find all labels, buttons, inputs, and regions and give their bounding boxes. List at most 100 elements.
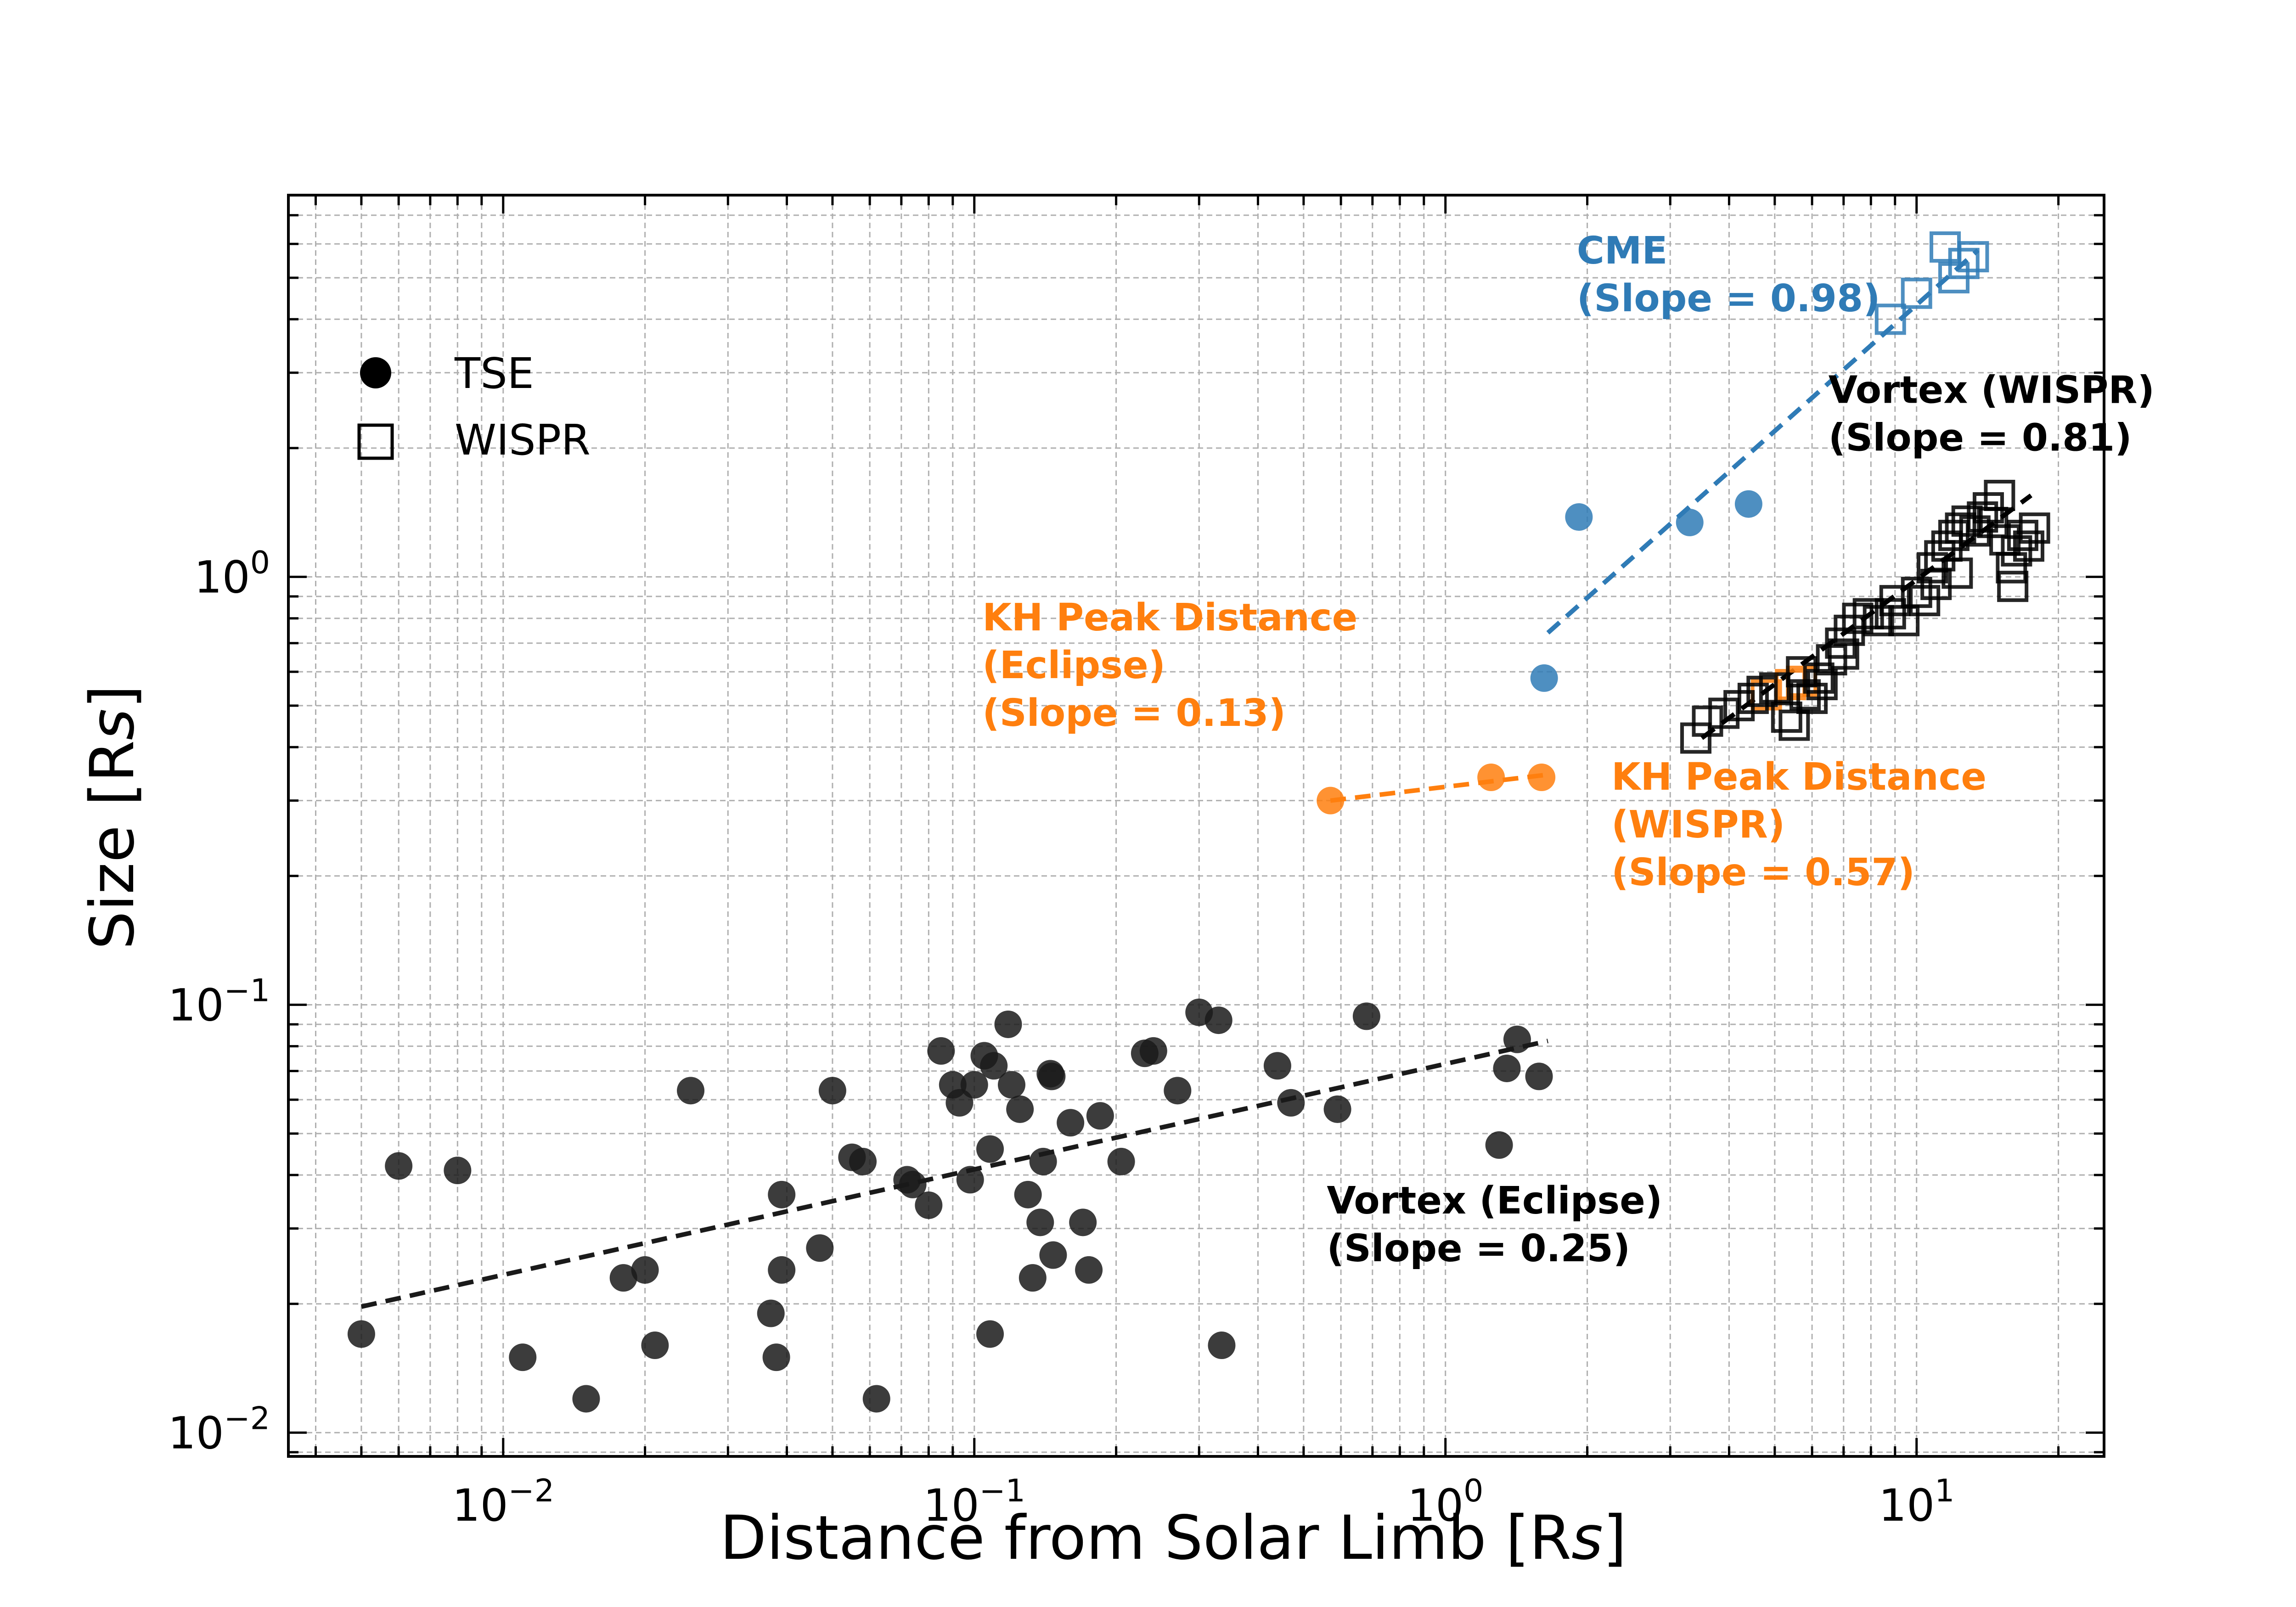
annotation-label: Vortex (WISPR) (Slope = 0.81) (1829, 369, 2155, 460)
data-point-square (1737, 683, 1769, 714)
y-tick-label: 10−2 (168, 1400, 270, 1459)
data-point-circle (976, 1320, 1004, 1348)
data-point-square (1997, 571, 2029, 602)
data-point-circle (1676, 508, 1704, 536)
data-point-square (1920, 568, 1952, 600)
data-point-circle (862, 1385, 890, 1413)
data-point-circle (1107, 1147, 1135, 1175)
data-point-square (1909, 585, 1941, 617)
data-point-square (1996, 552, 2027, 584)
data-point-circle (444, 1157, 472, 1185)
legend-tse-label: TSE (454, 349, 534, 398)
data-point-circle (997, 1071, 1025, 1099)
data-point-circle (1057, 1109, 1085, 1137)
data-point-circle (757, 1299, 785, 1327)
data-point-circle (1323, 1095, 1351, 1123)
data-point-circle (806, 1234, 834, 1262)
data-point-circle (1139, 1037, 1167, 1065)
data-point-square (1901, 577, 1932, 608)
data-point-circle (641, 1332, 669, 1360)
data-point-square (1879, 585, 1911, 617)
data-point-circle (956, 1166, 984, 1194)
y-axis-title: Size [Rs] (77, 685, 148, 950)
data-point-circle (1485, 1131, 1513, 1159)
data-point-circle (1208, 1332, 1236, 1360)
data-point-square (1692, 705, 1723, 737)
data-point-square (1803, 662, 1835, 694)
data-point-circle (677, 1077, 705, 1105)
legend: TSE WISPR (357, 349, 591, 465)
data-point-circle (1528, 764, 1556, 792)
annotation-label: KH Peak Distance (WISPR) (Slope = 0.57) (1611, 755, 1986, 894)
data-point-circle (1039, 1241, 1067, 1269)
data-point-circle (1525, 1062, 1553, 1090)
y-tick-label: 100 (194, 545, 270, 603)
data-point-circle (1069, 1208, 1097, 1236)
gridlines (288, 195, 2104, 1456)
annotation-label: CME (Slope = 0.98) (1577, 229, 1880, 320)
data-point-circle (347, 1320, 375, 1348)
annotation-label: Vortex (Eclipse) (Slope = 0.25) (1327, 1179, 1662, 1270)
data-point-circle (1014, 1180, 1042, 1208)
data-point-circle (980, 1052, 1008, 1080)
data-point-circle (1038, 1062, 1066, 1090)
data-point-square (1972, 492, 2004, 523)
data-point-circle (1029, 1147, 1057, 1175)
data-point-square (1806, 669, 1838, 701)
data-point-square (1874, 303, 1906, 335)
data-point-square (1680, 722, 1712, 754)
data-point-circle (1026, 1208, 1054, 1236)
data-point-square (1929, 231, 1961, 263)
data-point-circle (1493, 1054, 1521, 1082)
data-point-square (1901, 277, 1932, 309)
fit-line (1330, 772, 1548, 803)
data-point-square (1842, 602, 1874, 634)
data-point-circle (1734, 490, 1762, 518)
data-point-circle (509, 1343, 537, 1371)
x-axis-title: Distance from Solar Limb [Rss] (720, 1503, 1627, 1573)
data-point-circle (1565, 503, 1593, 531)
data-point-circle (1075, 1256, 1103, 1284)
data-point-circle (1352, 1002, 1380, 1030)
data-point-circle (1263, 1052, 1291, 1080)
fit-line (360, 1039, 1548, 1309)
data-point-circle (762, 1343, 790, 1371)
data-point-circle (1317, 787, 1345, 815)
data-point-circle (899, 1170, 927, 1198)
data-point-circle (572, 1385, 600, 1413)
data-point-circle (631, 1256, 659, 1284)
data-point-circle (385, 1152, 413, 1180)
data-point-circle (818, 1077, 846, 1105)
data-point-square (1771, 701, 1802, 733)
data-point-circle (1477, 764, 1505, 792)
data-point-circle (1277, 1089, 1305, 1117)
data-point-square (1941, 557, 1973, 589)
data-point-circle (976, 1135, 1004, 1163)
x-tick-label: 10−1 (923, 1473, 1025, 1531)
y-tick-label: 10−1 (168, 972, 270, 1031)
data-point-circle (768, 1180, 796, 1208)
fit-line (1546, 248, 1980, 635)
x-tick-label: 101 (1879, 1473, 1954, 1531)
data-point-circle (1503, 1025, 1531, 1053)
data-point-square (1948, 247, 1980, 279)
data-point-circle (915, 1191, 943, 1219)
data-point-circle (1204, 1006, 1232, 1034)
data-point-circle (994, 1010, 1022, 1038)
data-points (347, 231, 2050, 1413)
x-tick-label: 100 (1407, 1473, 1483, 1531)
data-point-circle (1164, 1077, 1192, 1105)
legend-wispr-marker-icon (357, 423, 394, 460)
data-point-circle (849, 1147, 877, 1175)
data-point-square (2007, 520, 2038, 551)
data-point-circle (927, 1037, 955, 1065)
data-point-square (2019, 512, 2050, 544)
axis-ticks: 10−2 10−1 100 101 10−2 10−1 100 (168, 195, 2104, 1531)
annotations: CME (Slope = 0.98) Vortex (WISPR) (Slope = … (982, 229, 2155, 1270)
legend-tse-marker-icon (360, 357, 391, 388)
data-point-circle (1086, 1102, 1114, 1130)
annotation-label: KH Peak Distance (Eclipse) (Slope = 0.13) (982, 596, 1357, 735)
plot-area-frame (287, 194, 2105, 1458)
legend-wispr-label: WISPR (455, 416, 591, 465)
